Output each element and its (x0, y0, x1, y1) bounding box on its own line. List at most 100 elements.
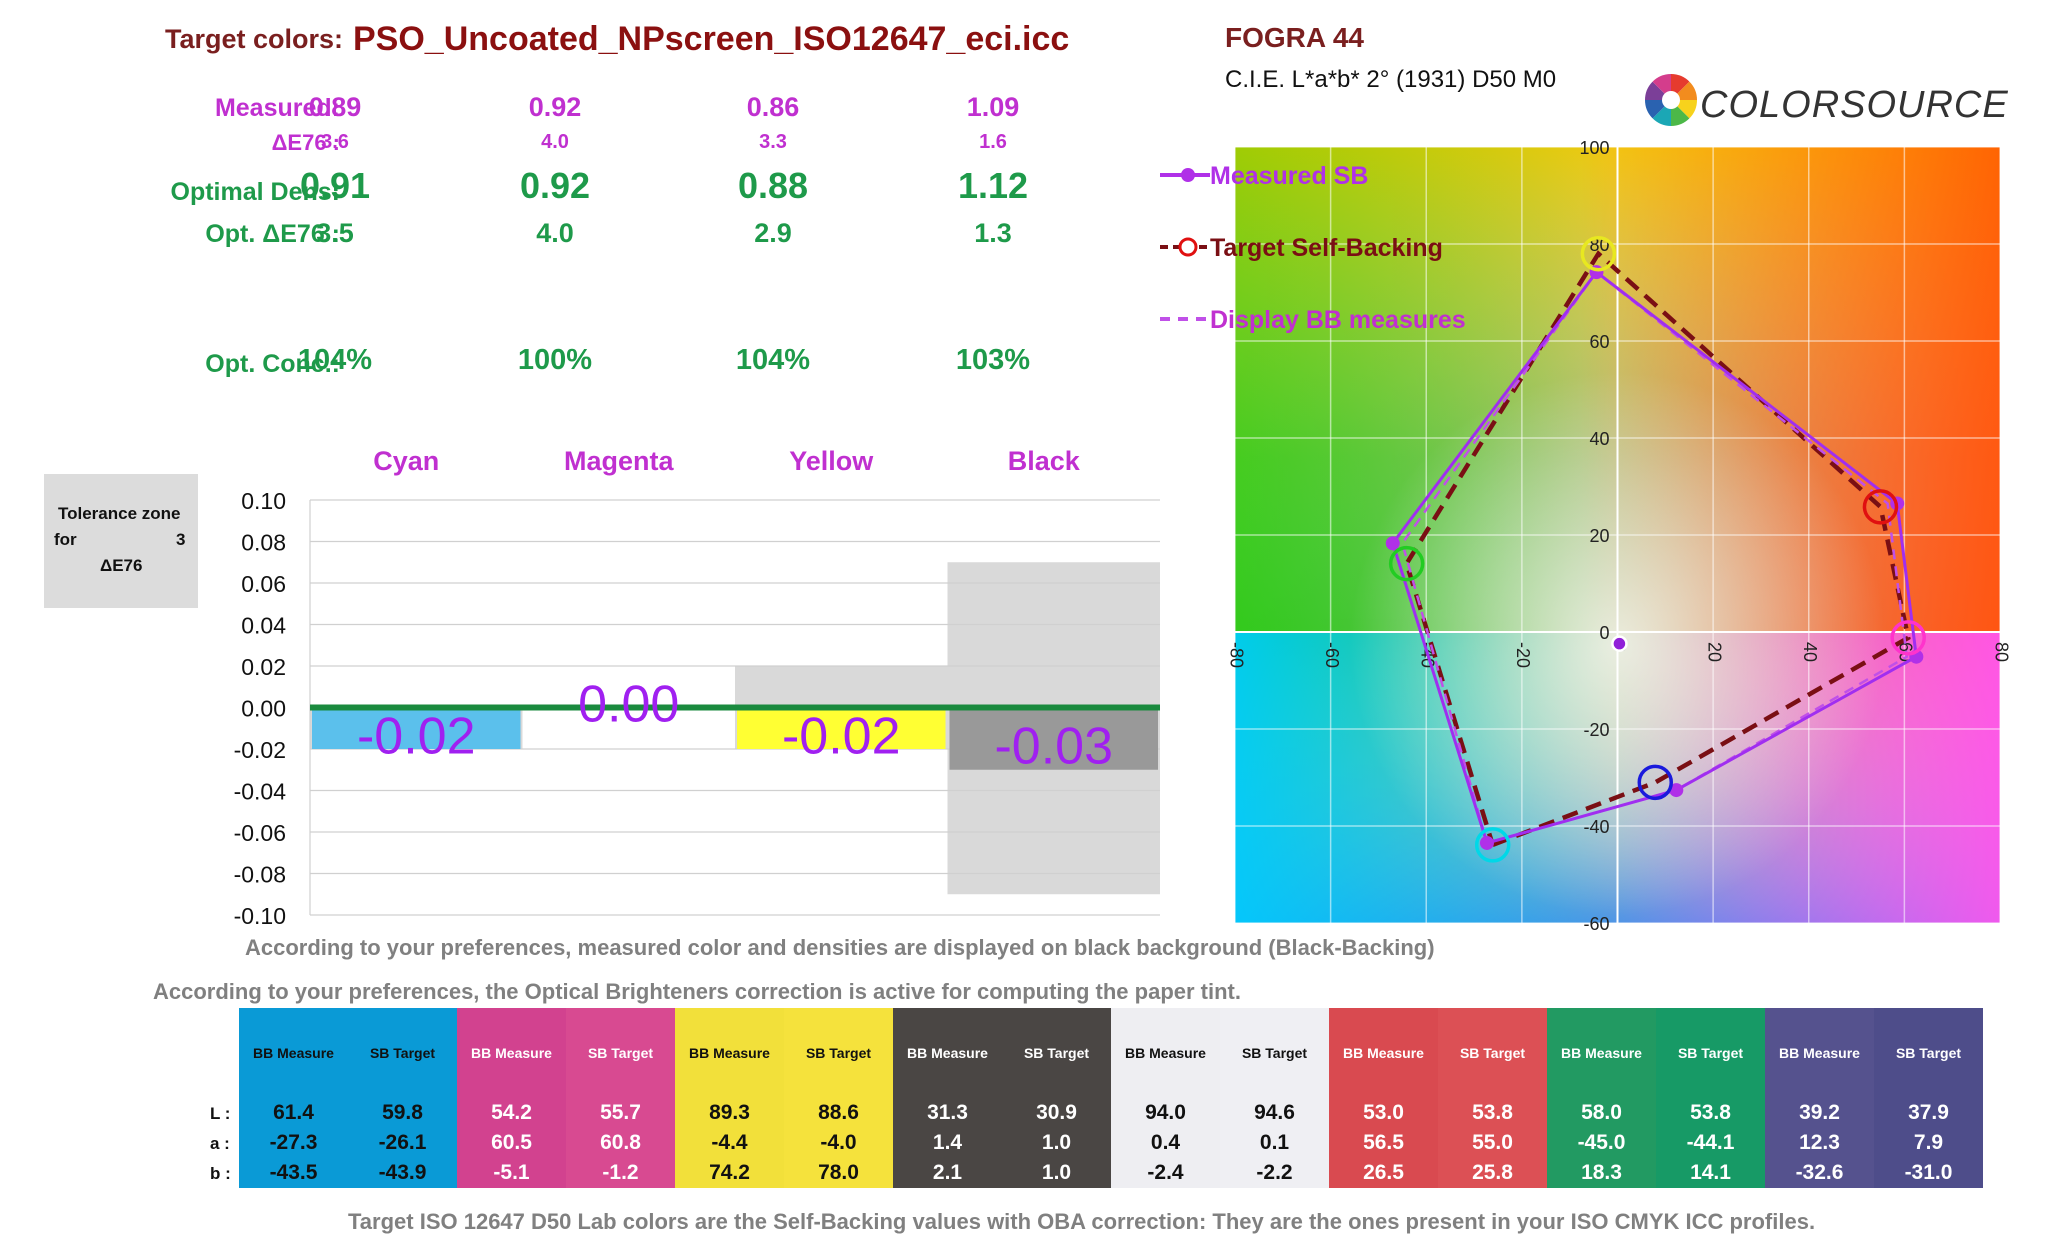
lab-cell-L-4: 89.3 (675, 1098, 784, 1128)
lab-ytick-5: 0 (1599, 623, 1609, 643)
lab-cell-b-1: -43.9 (348, 1158, 457, 1188)
lab-col-header-2: BB Measure (457, 1008, 566, 1098)
lab-col-header-14: BB Measure (1765, 1008, 1874, 1098)
lab-xtick-8: 80 (1991, 642, 2011, 662)
tolerance-value: 3 (176, 530, 186, 549)
lab-measured-point-5 (1385, 536, 1400, 551)
optimal-density-label: Optimal Dens: (170, 178, 340, 206)
optimal-delta-label: Opt. ΔE76 : (205, 220, 340, 248)
row-key-a: a : (210, 1134, 230, 1153)
lab-cell-a-2: 60.5 (457, 1128, 566, 1158)
lab-target-circle-5 (1388, 545, 1425, 582)
lab-col-header-3: SB Target (566, 1008, 675, 1098)
lab-cell-L-1: 59.8 (348, 1098, 457, 1128)
lab-cell-a-1: -26.1 (348, 1128, 457, 1158)
row-key-b: b : (210, 1164, 231, 1183)
density-deviation-bar-chart: 0.10 0.08 0.06 0.04 0.02 0.00 -0.02 -0.04 -0.06 -… (234, 446, 1160, 929)
lab-cell-L-13: 53.8 (1656, 1098, 1765, 1128)
stat-optimal-2: 0.88 (737, 165, 809, 206)
legend-label-0: Measured SB (1210, 162, 1368, 190)
lab-col-header-4: BB Measure (675, 1008, 784, 1098)
legend-marker-0 (1181, 168, 1195, 182)
lab-ytick-6: -20 (1583, 720, 1609, 740)
row-key-l: L : (210, 1104, 231, 1123)
lab-xtick-1: -60 (1322, 642, 1342, 668)
optimal-concentration-label: Opt. Conc.: (205, 350, 340, 378)
lab-ytick-3: 40 (1589, 429, 1609, 449)
lab-cell-L-11: 53.8 (1438, 1098, 1547, 1128)
stat-measured-3: 1.09 (966, 92, 1020, 122)
lab-cell-b-11: 25.8 (1438, 1158, 1547, 1188)
lab-gamut-chart: 100806040200-20-40-60-80-60-40-200204060… (1160, 138, 2011, 934)
lab-cell-a-5: -4.0 (784, 1128, 893, 1158)
stat-opt-conc-1: 100% (517, 344, 593, 376)
lab-ytick-8: -60 (1583, 914, 1609, 934)
stat-measured-2: 0.86 (746, 92, 800, 122)
lab-col-header-8: BB Measure (1111, 1008, 1220, 1098)
lab-ytick-0: 100 (1579, 138, 1609, 158)
lab-cell-b-6: 2.1 (893, 1158, 1002, 1188)
stat-measured-1: 0.92 (528, 92, 582, 122)
lab-cell-a-14: 12.3 (1765, 1128, 1874, 1158)
lab-cell-a-0: -27.3 (239, 1128, 348, 1158)
bar-black (949, 707, 1158, 770)
standard-name: FOGRA 44 (1225, 22, 1364, 53)
delta-label: ΔE76 : (271, 130, 340, 155)
bar-ytick-7: -0.04 (234, 779, 287, 805)
bar-ytick-0: 0.10 (241, 488, 286, 514)
lab-cell-b-12: 18.3 (1547, 1158, 1656, 1188)
stat-opt-delta-1: 4.0 (536, 218, 574, 248)
lab-cell-b-10: 26.5 (1329, 1158, 1438, 1188)
stat-measured-0: 0.89 (308, 92, 362, 122)
bar-ytick-10: -0.10 (234, 903, 286, 929)
stat-delta-1: 4.0 (541, 131, 569, 153)
stat-optimal-3: 1.12 (957, 165, 1029, 206)
lab-cell-L-12: 58.0 (1547, 1098, 1656, 1128)
lab-cell-L-3: 55.7 (566, 1098, 675, 1128)
lab-cell-a-9: 0.1 (1220, 1128, 1329, 1158)
lab-target-circle-2 (1890, 620, 1926, 656)
lab-ytick-7: -40 (1583, 817, 1609, 837)
lab-col-header-5: SB Target (784, 1008, 893, 1098)
stat-optimal-0: 0.91 (299, 165, 371, 206)
bar-ytick-6: -0.02 (234, 737, 286, 763)
bar-ytick-5: 0.00 (241, 696, 286, 722)
legend-label-2: Display BB measures (1210, 306, 1466, 334)
lab-col-header-7: SB Target (1002, 1008, 1111, 1098)
footer-note: Target ISO 12647 D50 Lab colors are the … (348, 1209, 1816, 1234)
lab-cell-b-15: -31.0 (1874, 1158, 1983, 1188)
lab-cell-a-15: 7.9 (1874, 1128, 1983, 1158)
measured-label: Measured: (214, 94, 340, 122)
lab-cell-a-8: 0.4 (1111, 1128, 1220, 1158)
logo-text: COLORSOURCE (1700, 84, 2009, 126)
lab-cell-b-13: 14.1 (1656, 1158, 1765, 1188)
bar-category-3: Black (1008, 446, 1081, 476)
lab-col-header-0: BB Measure (239, 1008, 348, 1098)
lab-cell-L-15: 37.9 (1874, 1098, 1983, 1128)
bar-ytick-4: 0.02 (241, 654, 286, 680)
lab-ytick-4: 20 (1589, 526, 1609, 546)
stat-opt-delta-2: 2.9 (754, 218, 792, 248)
lab-col-header-10: BB Measure (1329, 1008, 1438, 1098)
lab-measured-point-1 (1669, 783, 1684, 798)
bar-category-1: Magenta (564, 446, 675, 476)
bar-cyan (312, 707, 521, 749)
lab-paper-point (1611, 635, 1628, 652)
stat-opt-conc-3: 103% (955, 344, 1031, 376)
lab-cell-L-14: 39.2 (1765, 1098, 1874, 1128)
lab-target-circle-0 (1474, 827, 1511, 863)
profile-name: PSO_Uncoated_NPscreen_ISO12647_eci.icc (353, 20, 1070, 58)
tolerance-line2: for (54, 530, 77, 549)
lab-col-header-11: SB Target (1438, 1008, 1547, 1098)
bar-value-label-2: -0.02 (782, 708, 901, 766)
lab-cell-L-2: 54.2 (457, 1098, 566, 1128)
oba-note: According to your preferences, the Optic… (153, 979, 1241, 1004)
stat-delta-2: 3.3 (759, 131, 787, 153)
stat-opt-conc-0: 104% (297, 344, 373, 376)
lab-xtick-3: -20 (1513, 642, 1533, 668)
tolerance-line3: ΔE76 (100, 556, 143, 575)
bar-category-2: Yellow (789, 446, 874, 476)
lab-cell-b-7: 1.0 (1002, 1158, 1111, 1188)
lab-cell-L-6: 31.3 (893, 1098, 1002, 1128)
lab-cell-b-14: -32.6 (1765, 1158, 1874, 1188)
